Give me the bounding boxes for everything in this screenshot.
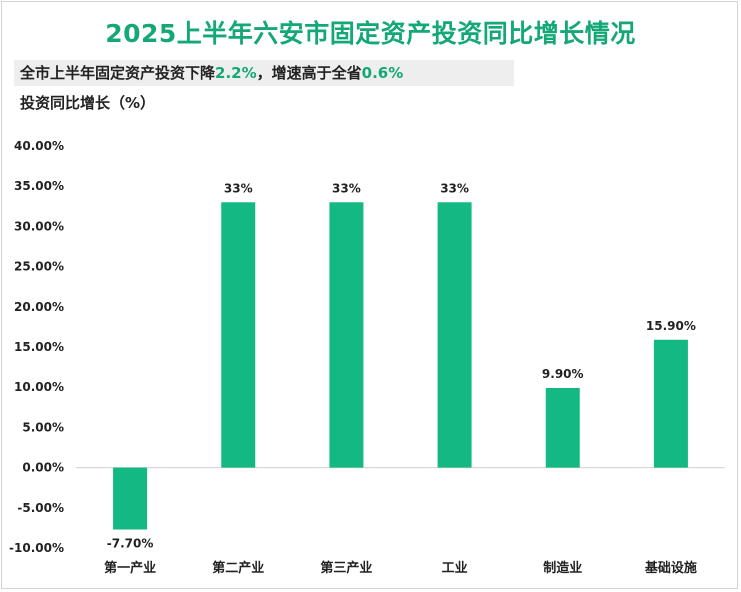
data-label: -7.70%	[107, 537, 154, 551]
category-label: 第二产业	[212, 560, 264, 576]
y-tick-label: 30.00%	[14, 219, 64, 233]
bar	[113, 467, 148, 530]
subtitle: 全市上半年固定资产投资下降2.2%，增速高于全省0.6%	[20, 62, 403, 83]
bar	[329, 202, 364, 468]
subtitle-background	[14, 60, 514, 86]
y-tick-label: 0.00%	[22, 461, 64, 475]
bar	[221, 202, 256, 468]
data-label: 33%	[440, 181, 469, 195]
y-tick-label: 5.00%	[22, 420, 64, 434]
subtitle-text-1: 全市上半年固定资产投资下降	[20, 64, 216, 82]
y-tick-label: 25.00%	[14, 260, 64, 274]
data-label: 33%	[224, 181, 253, 195]
category-label: 基础设施	[644, 560, 697, 576]
y-tick-label: 20.00%	[14, 300, 64, 314]
subtitle-value-1: 2.2%	[215, 64, 257, 82]
subtitle-value-2: 0.6%	[361, 64, 404, 82]
chart-title: 2025上半年六安市固定资产投资同比增长情况	[105, 19, 636, 48]
y-axis-unit-label: 投资同比增长（%）	[20, 94, 156, 112]
category-label: 第一产业	[104, 560, 156, 576]
bar	[437, 202, 472, 468]
subtitle-text-2: ，增速高于全省	[256, 64, 362, 82]
bar	[545, 388, 580, 468]
category-label: 工业	[442, 560, 468, 576]
category-label: 第三产业	[320, 560, 372, 576]
y-tick-label: 35.00%	[14, 179, 64, 193]
y-tick-label: 15.00%	[14, 340, 64, 354]
data-label: 9.90%	[542, 367, 584, 381]
data-label: 15.90%	[646, 319, 696, 333]
y-tick-label: -5.00%	[17, 501, 64, 515]
y-tick-label: 40.00%	[14, 139, 64, 153]
data-label: 33%	[332, 181, 361, 195]
category-label: 制造业	[543, 560, 582, 576]
y-tick-label: 10.00%	[14, 380, 64, 394]
bar	[653, 339, 688, 468]
y-tick-label: -10.00%	[9, 541, 64, 555]
